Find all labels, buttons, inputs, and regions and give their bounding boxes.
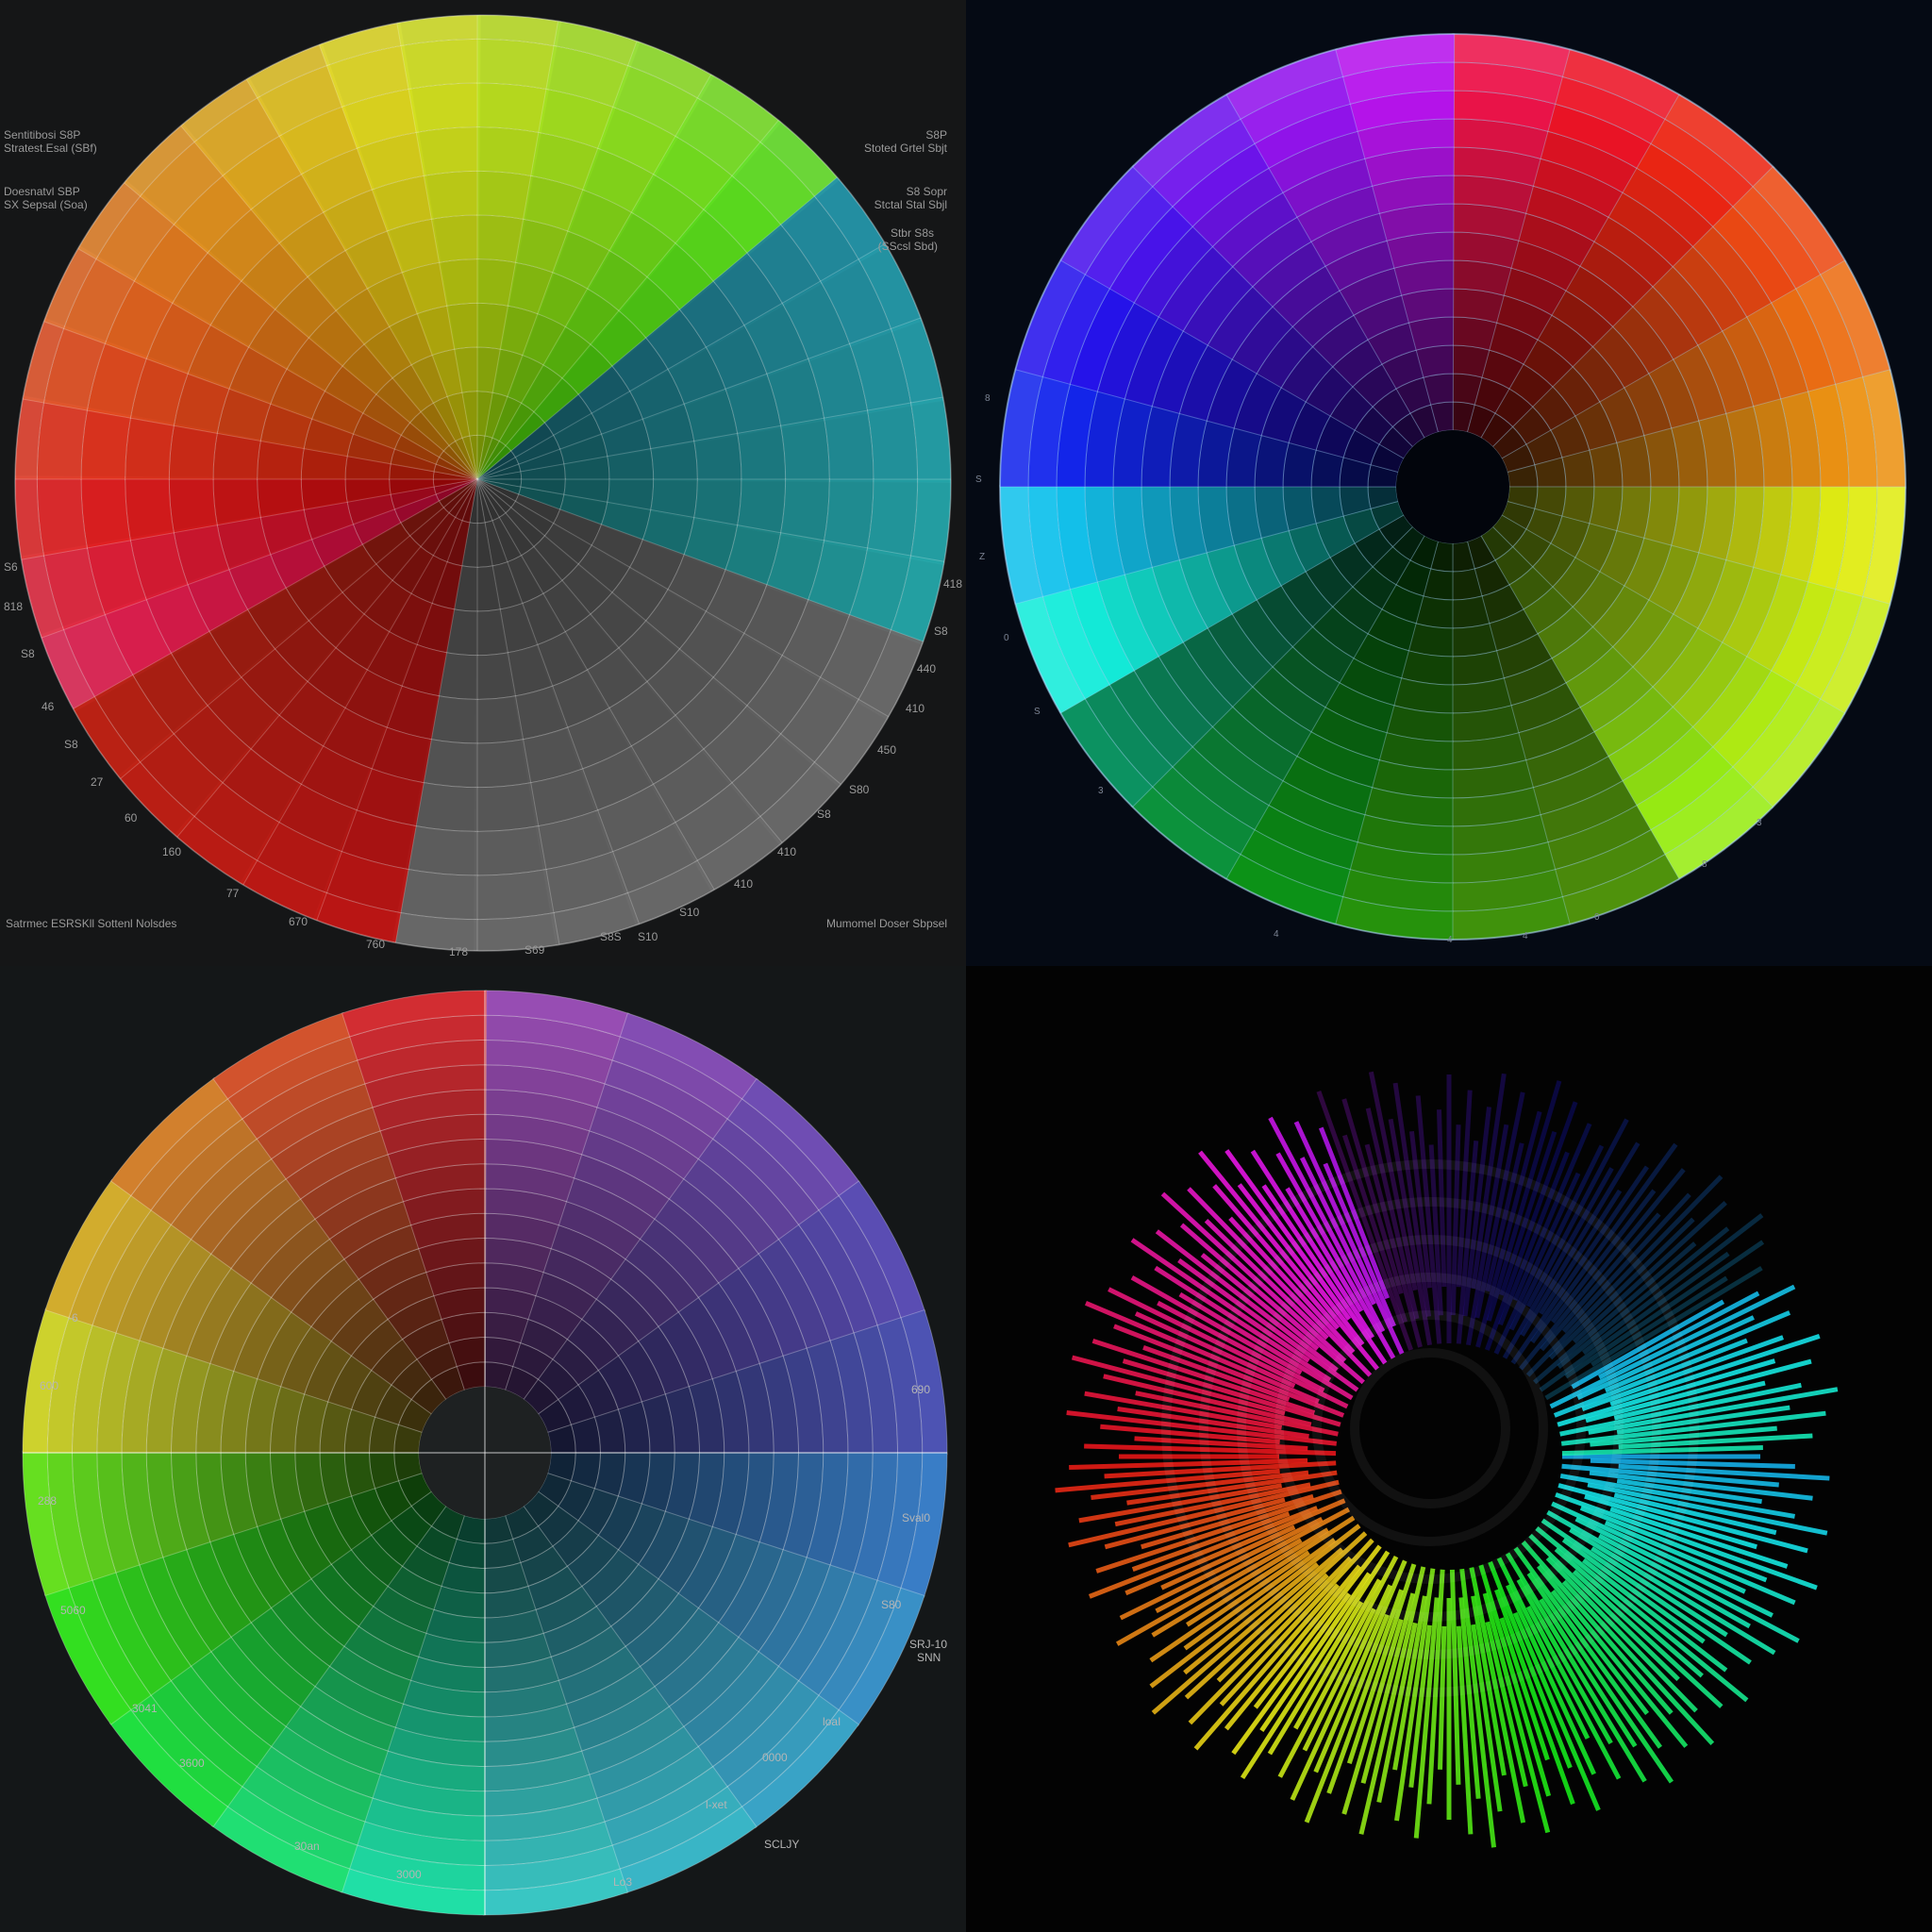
rim-label-left: 60 [125,811,138,824]
header-left-label-2: Stratest.Esal (SBf) [4,142,97,155]
rim-label: 8 [985,393,991,404]
rim-label: Z [979,552,986,562]
right-label: loaI [823,1715,841,1728]
left-label: 288 [38,1494,58,1507]
color-wheel-top-right [999,33,1907,941]
footer-left-label: Satrmec ESRSKll Sottenl Nolsdes [6,917,177,930]
rim-label-left: 77 [226,887,240,900]
header-right-label-4: Stctal Stal Sbjl [874,198,947,211]
rim-label-right: 440 [917,662,937,675]
rim-label: S [1034,707,1041,717]
rim-label-left: 46 [42,700,55,713]
rim-label-left: S8 [21,647,35,660]
rim-label-bottom: S69 [525,943,545,957]
rim-label: 4 [1523,931,1528,941]
footer-right-label: SCLJY [764,1838,800,1851]
left-label: 5060 [60,1604,86,1617]
header-left-label-1: Sentitibosi S8P [4,128,81,142]
rim-label: 3 [1757,818,1762,828]
wheel-segments [15,15,951,951]
bottom-label: 3041 [132,1702,158,1715]
color-wheel-top-left [14,14,952,952]
header-right-label-2: Stoted Grtel Sbjt [863,142,947,155]
rim-label-bottom: 760 [366,938,386,951]
rim-label-left: 670 [289,915,308,928]
bottom-label: 3600 [179,1757,205,1770]
header-right-label-3: S8 Sopr [906,185,947,198]
rim-label-left: 818 [4,600,24,613]
header-right-label-6: (SScsl Sbd) [877,240,938,253]
rim-label-left: S8 [64,738,78,751]
right-label: 0000 [762,1751,788,1764]
rim-label-right: 410 [734,877,754,891]
rim-label: 0 [1004,633,1009,643]
rim-label-right: S8 [934,625,948,638]
rim-label-left: 160 [162,845,182,858]
right-label: SNN [917,1651,941,1664]
bottom-label: 30an [294,1840,320,1853]
bottom-label: Lo3 [613,1875,633,1889]
rim-label-left: 27 [91,775,104,789]
wheel-rim [14,14,952,952]
color-wheel-panel-bottom-right [966,966,1932,1932]
bottom-label: l-xet [706,1798,727,1811]
bottom-label: 3000 [396,1868,422,1881]
rim-label-right: S80 [849,783,870,796]
rim-label: 0 [1594,912,1600,923]
rim-label-left: S6 [4,560,18,574]
right-label: S80 [881,1598,902,1611]
rim-label-right: 410 [906,702,925,715]
right-label: 690 [911,1383,931,1396]
wheel-hub [1396,430,1509,543]
left-label: -6 [68,1311,78,1324]
spectrum-spikes [1055,1071,1839,1848]
wheel-segments [22,990,948,1916]
color-wheel-panel-bottom-left: -6 600 288 5060 3041 3600 30an 3000 Lo3 … [0,966,966,1932]
wheel-rim [999,33,1907,941]
rim-label-right: S10 [638,930,658,943]
header-right-label-5: Stbr S8s [890,226,934,240]
rim-label: 8 [1702,859,1707,870]
rim-label: S [975,475,982,485]
radial-spectrum-bottom-right [1055,1071,1839,1848]
color-wheel-bottom-left [22,990,948,1916]
left-label: 600 [40,1379,59,1392]
rim-label-bottom: S8S [600,930,622,943]
rim-label-right: S10 [679,906,700,919]
color-wheel-panel-top-right: 8 S Z 0 S 3 4 4 4 0 8 3 [966,0,1932,966]
wheel-segments [999,33,1907,941]
rim-label-right: S8 [817,808,831,821]
rim-label-bottom: 178 [449,945,469,958]
header-left-label-4: SX Sepsal (Soa) [4,198,88,211]
color-wheel-panel-top-left: Sentitibosi S8P Stratest.Esal (SBf) Does… [0,0,966,966]
header-right-label-1: S8P [925,128,947,142]
rim-label: 4 [1447,935,1453,945]
rim-label: 4 [1274,929,1279,940]
right-label: SRJ-10 [909,1638,948,1651]
rim-label: 3 [1098,786,1104,796]
rim-label-right: 450 [877,743,897,757]
footer-right-label: Mumomel Doser Sbpsel [825,917,947,930]
rim-label-right: 410 [777,845,797,858]
right-label: Sval0 [902,1511,931,1524]
rim-label-right: 418 [943,577,963,591]
header-left-label-3: Doesnatvl SBP [4,185,80,198]
